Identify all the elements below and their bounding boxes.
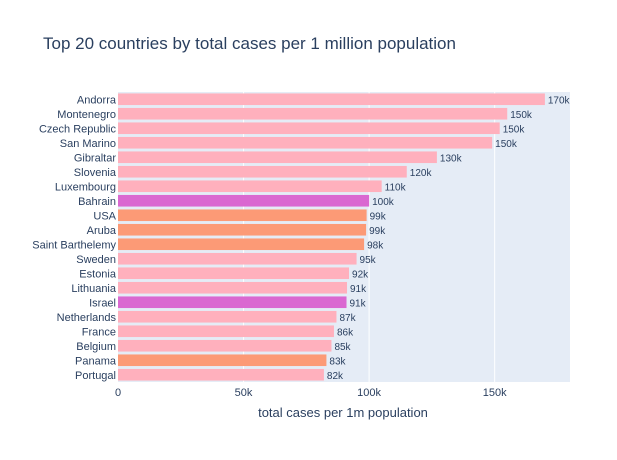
bar (118, 310, 337, 323)
data-label: 87k (339, 313, 356, 324)
bar (118, 339, 332, 352)
bar (118, 281, 348, 294)
category-label: Andorra (77, 94, 117, 106)
chart-title: Top 20 countries by total cases per 1 mi… (43, 34, 456, 53)
category-label: Aruba (87, 225, 117, 237)
data-label: 85k (334, 342, 351, 353)
category-label: San Marino (60, 138, 116, 150)
category-label: Netherlands (57, 312, 117, 324)
bar (118, 238, 365, 251)
data-label: 83k (329, 356, 346, 367)
category-label: Sweden (76, 254, 116, 266)
bar (118, 252, 357, 265)
bar (118, 93, 545, 106)
bar (118, 267, 350, 280)
bars (118, 93, 545, 381)
data-label: 91k (350, 298, 367, 309)
x-tick-labels: 0 50k 100k 150k (115, 387, 507, 399)
bar (118, 223, 367, 236)
category-label: Estonia (79, 268, 117, 280)
data-label: 150k (503, 124, 526, 135)
category-label: USA (93, 210, 116, 222)
category-label: Luxembourg (55, 181, 116, 193)
data-label: 150k (510, 110, 533, 121)
data-label: 99k (370, 211, 387, 222)
category-label: Gibraltar (74, 152, 117, 164)
category-label: Lithuania (71, 283, 117, 295)
data-label: 170k (548, 95, 571, 106)
category-label: Panama (75, 355, 117, 367)
data-label: 91k (350, 284, 367, 295)
bar (118, 107, 508, 120)
data-label: 98k (367, 240, 384, 251)
x-tick-label: 50k (235, 387, 253, 399)
category-label: Montenegro (57, 109, 116, 121)
bar (118, 209, 367, 222)
category-label: Bahrain (78, 196, 116, 208)
x-tick-label: 100k (357, 387, 381, 399)
data-label: 82k (327, 371, 344, 382)
bar (118, 296, 347, 309)
bar (118, 180, 382, 193)
category-label: Belgium (76, 341, 116, 353)
plot-area (118, 92, 570, 382)
data-label: 110k (385, 182, 407, 193)
data-label: 100k (372, 197, 395, 208)
category-label: Slovenia (74, 167, 117, 179)
bar (118, 165, 407, 178)
data-label: 95k (360, 255, 377, 266)
category-label: Saint Barthelemy (32, 239, 116, 251)
data-label: 86k (337, 327, 354, 338)
data-label: 120k (410, 168, 433, 179)
data-label: 130k (440, 153, 463, 164)
bar (118, 122, 500, 135)
category-label: Czech Republic (39, 123, 117, 135)
x-tick-label: 150k (483, 387, 507, 399)
bar (118, 136, 493, 149)
bar (118, 325, 334, 338)
x-axis-title: total cases per 1m population (258, 405, 428, 420)
bar (118, 368, 324, 381)
bar (118, 354, 327, 367)
category-label: Israel (89, 297, 116, 309)
bar (118, 151, 437, 164)
category-label: France (82, 326, 116, 338)
bar (118, 194, 370, 207)
category-labels: Andorra Montenegro Czech Republic San Marin… (32, 94, 117, 382)
data-label: 150k (495, 139, 518, 150)
data-label: 99k (369, 226, 386, 237)
category-label: Portugal (75, 370, 116, 382)
x-tick-label: 0 (115, 387, 121, 399)
data-label: 92k (352, 269, 369, 280)
